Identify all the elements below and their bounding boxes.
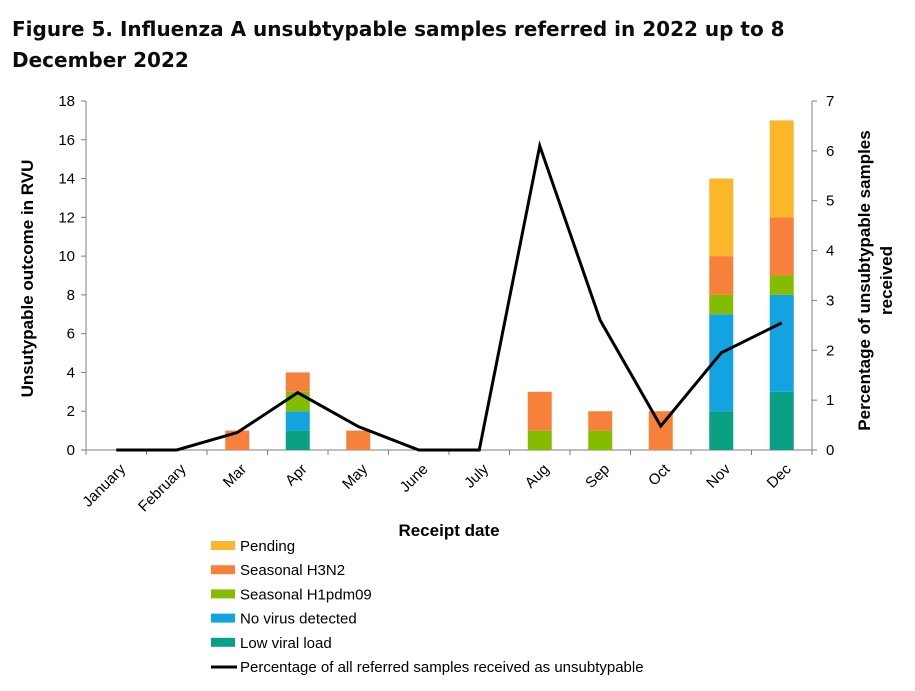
bar-seasonal-h3n2-may <box>346 430 371 450</box>
legend-label-percentage-of-all-referred-samples-received-as-unsubtypable: Percentage of all referred samples recei… <box>240 659 644 676</box>
legend-label-pending: Pending <box>240 538 295 555</box>
right-tick-label: 2 <box>826 342 834 359</box>
legend-label-seasonal-h1pdm09: Seasonal H1pdm09 <box>240 586 372 603</box>
legend-swatch-pending <box>211 541 235 550</box>
bar-seasonal-h3n2-aug <box>527 391 552 431</box>
bar-seasonal-h1pdm09-aug <box>527 430 552 450</box>
left-tick-label: 0 <box>67 442 75 459</box>
legend-swatch-seasonal-h3n2 <box>211 565 235 575</box>
right-tick-label: 1 <box>826 392 834 409</box>
x-tick-label: Apr <box>282 461 311 490</box>
left-tick-label: 10 <box>58 248 75 265</box>
x-tick-label: Dec <box>764 460 795 491</box>
legend-label-seasonal-h3n2: Seasonal H3N2 <box>240 562 345 579</box>
left-tick-label: 18 <box>58 93 75 110</box>
percentage-line <box>116 140 783 452</box>
bar-seasonal-h1pdm09-nov <box>709 294 734 315</box>
right-tick-label: 4 <box>826 243 834 260</box>
y-axis-title: Unsutypable outcome in RVU <box>18 160 37 398</box>
bar-seasonal-h1pdm09-apr <box>285 391 310 412</box>
bar-seasonal-h3n2-sep <box>588 411 613 431</box>
bar-pending-nov <box>709 178 734 257</box>
right-tick-label: 6 <box>826 143 834 160</box>
x-tick-label: Oct <box>645 460 674 489</box>
bar-no-virus-detected-dec <box>769 294 794 392</box>
x-tick-label: Aug <box>522 461 553 492</box>
left-tick-label: 4 <box>67 364 75 381</box>
left-tick-label: 16 <box>58 132 75 149</box>
legend-swatch-seasonal-h1pdm09 <box>211 589 235 599</box>
x-tick-label: February <box>135 460 190 515</box>
legend-swatch-no-virus-detected <box>211 613 235 623</box>
bar-low-viral-load-dec <box>769 391 794 450</box>
left-tick-label: 2 <box>67 403 75 420</box>
bar-seasonal-h1pdm09-dec <box>769 275 794 295</box>
left-tick-label: 14 <box>58 171 75 188</box>
x-tick-label: Nov <box>703 460 734 491</box>
bar-low-viral-load-apr <box>285 430 310 450</box>
bar-no-virus-detected-apr <box>285 411 310 431</box>
right-tick-label: 3 <box>826 292 834 309</box>
bar-low-viral-load-nov <box>709 411 734 450</box>
x-tick-label: January <box>79 460 129 510</box>
y-right-axis-title-line2: received <box>877 246 896 315</box>
legend-swatch-low-viral-load <box>211 637 235 647</box>
x-axis-title: Receipt date <box>398 521 499 540</box>
bar-seasonal-h1pdm09-sep <box>588 430 613 450</box>
legend-label-no-virus-detected: No virus detected <box>240 611 357 628</box>
y-right-axis-title-line1: Percentage of unsubtypable samples <box>855 130 874 430</box>
chart-title: Figure 5. Influenza A unsubtypable sampl… <box>12 17 785 72</box>
x-tick-label: Sep <box>582 461 613 492</box>
right-tick-label: 7 <box>826 93 834 110</box>
right-tick-label: 5 <box>826 193 834 210</box>
x-tick-label: July <box>461 460 492 491</box>
x-tick-label: Mar <box>220 461 250 491</box>
x-tick-label: June <box>397 461 432 496</box>
x-tick-label: May <box>339 460 371 492</box>
bar-seasonal-h3n2-dec <box>769 217 794 276</box>
left-tick-label: 12 <box>58 209 75 226</box>
bar-seasonal-h3n2-nov <box>709 256 734 295</box>
right-tick-label: 0 <box>826 442 834 459</box>
bar-pending-dec <box>769 120 794 218</box>
left-tick-label: 6 <box>67 326 75 343</box>
legend-label-low-viral-load: Low viral load <box>240 635 332 652</box>
left-tick-label: 8 <box>67 287 75 304</box>
bar-seasonal-h3n2-apr <box>285 372 310 392</box>
